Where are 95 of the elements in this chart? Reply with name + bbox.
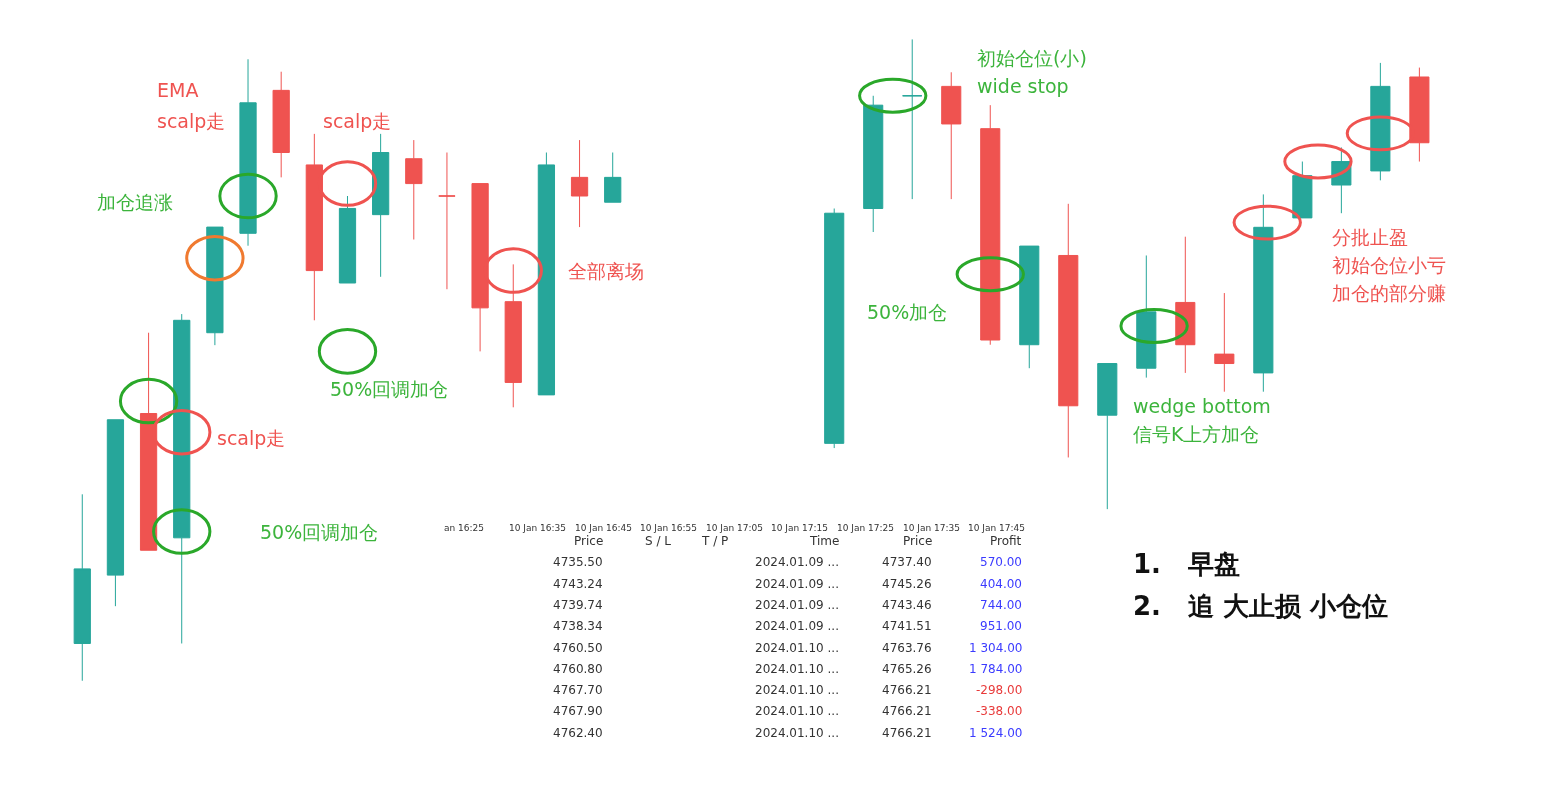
- text: 4737.40: [882, 555, 932, 569]
- text: Profit: [990, 534, 1022, 548]
- annotation: an 16:25: [444, 523, 485, 533]
- text: 4763.76: [882, 641, 932, 655]
- text: 4735.50: [553, 555, 603, 569]
- candlestick: [173, 313, 191, 644]
- text: 2024.01.09 ...: [755, 619, 839, 633]
- text: 4741.51: [882, 619, 932, 633]
- text: Time: [810, 534, 840, 548]
- data-label: 1 784.00: [969, 662, 1023, 676]
- text: 4743.46: [882, 598, 932, 612]
- candlestick: [206, 226, 224, 346]
- candlestick: [1292, 161, 1313, 219]
- text: 10 Jan 17:25: [837, 523, 894, 533]
- candlestick: [1136, 254, 1157, 379]
- text: S / L: [645, 534, 671, 548]
- text: 4745.26: [882, 577, 932, 591]
- text: 2024.01.10 ...: [755, 641, 839, 655]
- annotation: 加仓追涨: [97, 191, 173, 213]
- candlestick: [1019, 245, 1040, 369]
- candlestick: [863, 95, 884, 233]
- candlestick: [338, 195, 357, 284]
- data-label: -338.00: [976, 704, 1023, 718]
- data-label: 404.00: [980, 577, 1022, 591]
- candlestick: [1370, 62, 1391, 181]
- annotation: 50%回调加仓: [330, 378, 449, 400]
- annotation: scalp走: [157, 110, 226, 132]
- data-label: 1 304.00: [969, 641, 1023, 655]
- candlestick: [372, 133, 390, 278]
- text: 10 Jan 17:05: [706, 523, 763, 533]
- annotation: 50%加仓: [867, 301, 948, 323]
- candlestick: [537, 152, 556, 396]
- annotation: 50%回调加仓: [260, 521, 379, 543]
- text: 2024.01.09 ...: [755, 555, 839, 569]
- annotation: 10 Jan 16:45: [575, 523, 632, 533]
- text: 4760.50: [553, 641, 603, 655]
- text: T / P: [702, 534, 729, 548]
- annotation: EMA: [157, 79, 199, 101]
- data-label: 1 524.00: [969, 726, 1023, 740]
- text: 10 Jan 17:45: [968, 523, 1025, 533]
- candlestick: [1097, 363, 1118, 510]
- text: 10 Jan 17:35: [903, 523, 960, 533]
- text: 4762.40: [553, 726, 603, 740]
- annotation: 信号K上方加仓: [1133, 423, 1260, 445]
- candlestick: [980, 104, 1001, 346]
- text: 10 Jan 17:15: [771, 523, 828, 533]
- candlestick: [438, 152, 456, 290]
- data-label: 570.00: [980, 555, 1022, 569]
- text: 2024.01.10 ...: [755, 704, 839, 718]
- text: 4765.26: [882, 662, 932, 676]
- annotation: wide stop: [977, 75, 1069, 97]
- text: 2024.01.09 ...: [755, 577, 839, 591]
- text: 4767.90: [553, 704, 603, 718]
- data-label: 744.00: [980, 598, 1022, 612]
- text: 2024.01.10 ...: [755, 662, 839, 676]
- data-label: -298.00: [976, 683, 1023, 697]
- candlestick: [824, 208, 845, 449]
- text: 4743.24: [553, 577, 603, 591]
- text: Price: [574, 534, 604, 548]
- text: Price: [903, 534, 933, 548]
- text: 4760.80: [553, 662, 603, 676]
- text: 4766.21: [882, 726, 932, 740]
- text: 4766.21: [882, 683, 932, 697]
- text: 1. 早盘: [1133, 549, 1241, 579]
- annotation: 分批止盈: [1332, 226, 1408, 248]
- candlestick: [941, 71, 962, 200]
- text: 4739.74: [553, 598, 603, 612]
- annotation: 10 Jan 16:35: [509, 523, 566, 533]
- annotation: 全部离场: [568, 260, 644, 282]
- text: 2. 追 大止损 小仓位: [1133, 591, 1389, 621]
- annotation: 初始仓位(小): [977, 47, 1087, 69]
- candlestick: [1253, 193, 1274, 393]
- annotation: scalp走: [217, 427, 286, 449]
- candlestick: [1058, 203, 1079, 458]
- candlestick: [570, 139, 589, 228]
- data-label: 951.00: [980, 619, 1022, 633]
- text: 10 Jan 16:55: [640, 523, 697, 533]
- candlestick: [1214, 292, 1235, 393]
- candlestick: [73, 493, 91, 682]
- text: 4766.21: [882, 704, 932, 718]
- candlestick: [239, 58, 257, 247]
- annotation: 初始仓位小亏: [1332, 254, 1446, 276]
- text: 2024.01.09 ...: [755, 598, 839, 612]
- candlestick: [272, 71, 290, 178]
- annotation: scalp走: [323, 110, 392, 132]
- candlestick: [405, 139, 423, 241]
- candlestick: [604, 152, 622, 203]
- text: 2024.01.10 ...: [755, 683, 839, 697]
- annotation: wedge bottom: [1133, 395, 1271, 417]
- candlestick: [902, 38, 923, 200]
- text: 2024.01.10 ...: [755, 726, 839, 740]
- annotation: 加仓的部分赚: [1332, 282, 1446, 304]
- text: 4738.34: [553, 619, 603, 633]
- candlestick: [106, 419, 125, 607]
- text: 4767.70: [553, 683, 603, 697]
